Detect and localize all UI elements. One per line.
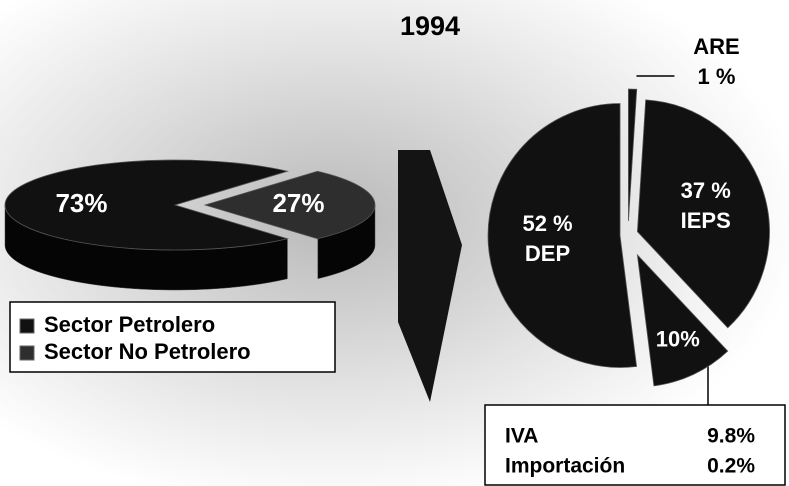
legend-label: Sector Petrolero	[44, 312, 215, 337]
value-label: 1 %	[697, 64, 735, 89]
title: 1994	[400, 11, 460, 41]
value-label: 37 %	[681, 178, 731, 203]
annotation-label: Importación	[505, 455, 625, 478]
value-label: 10%	[656, 327, 700, 352]
annotation-label: IVA	[505, 425, 538, 448]
legend-swatch	[20, 319, 34, 333]
value-label: 27%	[272, 188, 324, 218]
value-label: 52 %	[522, 211, 572, 236]
legend-swatch	[20, 346, 34, 360]
category-label: ARE	[693, 34, 739, 59]
category-label: IEPS	[681, 208, 731, 233]
legend-label: Sector No Petrolero	[44, 339, 251, 364]
category-label: DEP	[525, 241, 570, 266]
annotation-value: 0.2%	[707, 455, 755, 478]
annotation-value: 9.8%	[707, 425, 755, 448]
value-label: 73%	[55, 188, 107, 218]
chart: 1994 IVA 9.8% Importación 0.2% 73% Sector…	[0, 0, 789, 486]
